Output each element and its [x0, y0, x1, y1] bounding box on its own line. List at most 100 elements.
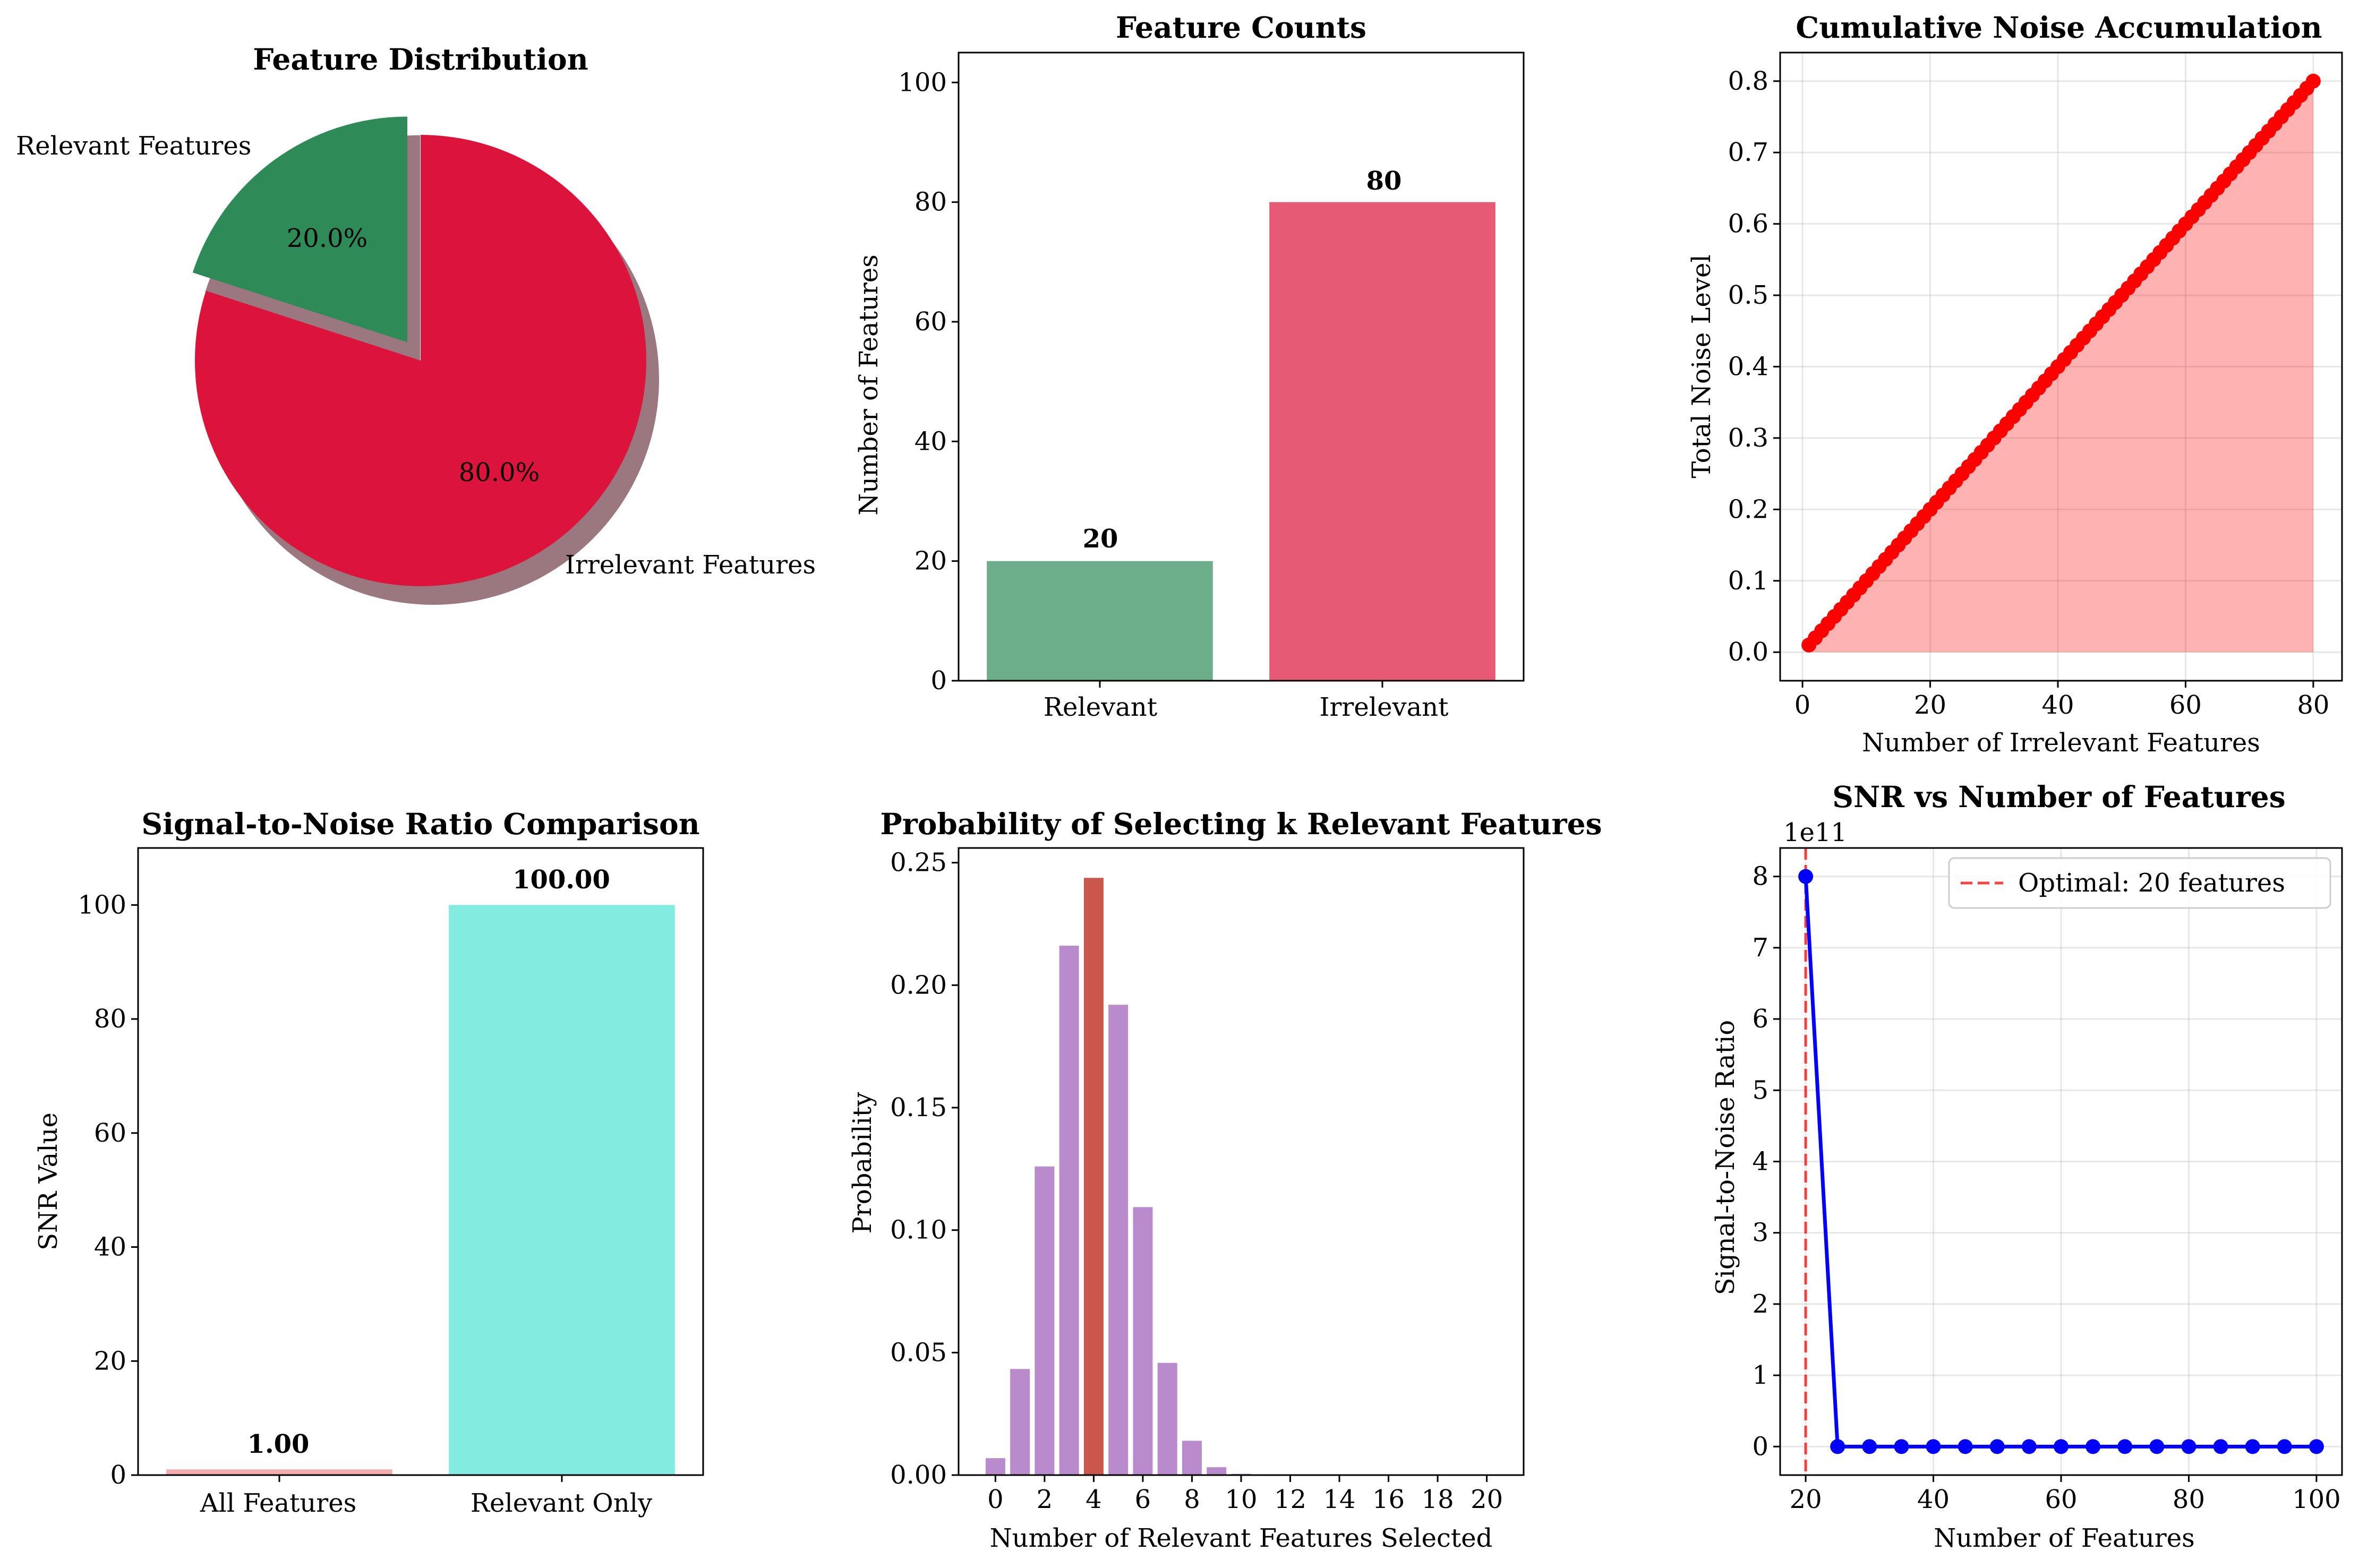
snrbar-ytick-label-1: 20: [94, 1346, 126, 1376]
counts-plot: 0 20 40 60 80 100: [898, 52, 1525, 696]
counts-ytick-label-3: 60: [914, 307, 947, 337]
snrline-xtick-label-1: 40: [1917, 1485, 1950, 1514]
prob-xtick-label-1: 2: [1037, 1485, 1053, 1514]
snrbar-ytick-label-3: 60: [94, 1118, 126, 1148]
counts-ytick-label-1: 20: [914, 546, 947, 576]
counts-xtick-irrelevant: Irrelevant: [1320, 692, 1449, 722]
snrline-point-14: [2245, 1439, 2260, 1454]
prob-bar-0: [985, 1458, 1005, 1475]
probability-panel: Probability of Selecting k Relevant Feat…: [848, 807, 1602, 1553]
prob-bar-2: [1035, 1166, 1055, 1475]
snrline-legend-label: Optimal: 20 features: [2018, 868, 2285, 898]
snrbar-value-all: 1.00: [247, 1429, 310, 1459]
prob-bar-1: [1010, 1369, 1030, 1475]
snrbar-bar-1: [449, 905, 675, 1475]
pie-slice-0: [192, 116, 408, 342]
prob-bar-9: [1207, 1467, 1227, 1475]
noise-xtick-label-2: 40: [2041, 690, 2074, 720]
counts-bar-1: [1269, 202, 1495, 681]
prob-xtick-label-0: 0: [987, 1485, 1004, 1514]
counts-value-relevant: 20: [1083, 524, 1118, 554]
snrline-offset-text: 1e11: [1783, 818, 1847, 847]
snrline-point-12: [2181, 1439, 2196, 1454]
prob-xtick-label-8: 16: [1372, 1485, 1405, 1514]
prob-bar-6: [1133, 1207, 1153, 1475]
pie-label-irrelevant: Irrelevant Features: [565, 550, 816, 580]
snrline-point-8: [2054, 1439, 2069, 1454]
counts-title: Feature Counts: [1116, 10, 1366, 45]
prob-bar-4: [1083, 878, 1104, 1475]
pie-layer: [192, 116, 660, 605]
noise-xlabel: Number of Irrelevant Features: [1862, 728, 2260, 758]
prob-xtick-label-2: 4: [1086, 1485, 1102, 1514]
snrline-ytick-label-7: 7: [1752, 933, 1768, 963]
feature-counts-panel: Feature Counts Number of Features 0 20 40 6…: [854, 10, 1525, 722]
snrbar-title: Signal-to-Noise Ratio Comparison: [141, 807, 699, 841]
prob-xtick-label-7: 14: [1323, 1485, 1356, 1514]
snrline-ytick-label-1: 1: [1752, 1360, 1768, 1390]
snrline-xlabel: Number of Features: [1934, 1523, 2195, 1553]
noise-ytick-label-6: 0.6: [1728, 209, 1768, 239]
noise-ytick-label-2: 0.2: [1728, 494, 1768, 524]
snrbar-ylabel: SNR Value: [33, 1112, 63, 1250]
counts-ytick-label-4: 80: [914, 187, 947, 217]
snrbar-ytick-label-5: 100: [78, 890, 126, 920]
prob-bar-5: [1108, 1005, 1129, 1475]
snrbar-bar-0: [166, 1469, 392, 1475]
snrbar-plot: 0 20 40 60 80 100: [78, 847, 704, 1490]
snrline-xtick-label-3: 80: [2173, 1485, 2205, 1514]
prob-xtick-label-4: 8: [1184, 1485, 1200, 1514]
snrbar-frame: [137, 847, 704, 1476]
noise-ytick-label-8: 0.8: [1728, 66, 1768, 96]
pie-label-relevant: Relevant Features: [16, 131, 251, 161]
prob-ytick-label-2: 0.10: [890, 1215, 947, 1245]
prob-xtick-label-3: 6: [1135, 1485, 1151, 1514]
prob-ytick-label-5: 0.25: [890, 848, 947, 878]
snrline-point-5: [1958, 1439, 1973, 1454]
snrline-point-13: [2213, 1439, 2228, 1454]
prob-ytick-label-3: 0.15: [890, 1093, 947, 1123]
counts-ytick-label-2: 40: [914, 426, 947, 456]
prob-ytick-label-4: 0.20: [890, 970, 947, 1000]
snrline-ytick-label-5: 5: [1752, 1075, 1768, 1105]
snrline-point-2: [1862, 1439, 1877, 1454]
noise-xtick-label-4: 80: [2297, 690, 2329, 720]
snrbar-ytick-label-0: 0: [110, 1460, 126, 1490]
prob-ytick-label-1: 0.05: [890, 1338, 947, 1367]
snrline-point-15: [2277, 1439, 2292, 1454]
snrline-point-7: [2021, 1439, 2037, 1454]
snrbar-value-relevant: 100.00: [512, 865, 610, 895]
prob-bar-8: [1182, 1441, 1202, 1475]
snrbar-xtick-all: All Features: [200, 1488, 357, 1518]
noise-ytick-label-5: 0.5: [1728, 280, 1768, 310]
counts-ylabel: Number of Features: [854, 254, 884, 516]
prob-ylabel: Probability: [848, 1092, 877, 1234]
counts-frame: [958, 52, 1525, 682]
snr-line-panel: SNR vs Number of Features Number of Feat…: [1711, 779, 2343, 1553]
snrline-xtick-label-0: 20: [1790, 1485, 1822, 1514]
prob-plot: 0.00 0.05 0.10 0.15 0.20 0.25 0 2 4 6 8 10 12 14 16 18 2…: [890, 847, 1525, 1514]
snrline-point-1: [1830, 1439, 1845, 1454]
noise-ytick-label-7: 0.7: [1728, 138, 1768, 167]
snrbar-xtick-relevant: Relevant Only: [471, 1488, 652, 1518]
snrline-ytick-label-0: 0: [1752, 1432, 1768, 1461]
snrline-point-11: [2149, 1439, 2165, 1454]
snrbar-ytick-label-4: 80: [94, 1004, 126, 1034]
snrline-point-6: [1989, 1439, 2005, 1454]
counts-ytick-label-0: 0: [930, 666, 947, 696]
snrline-xtick-label-2: 60: [2045, 1485, 2077, 1514]
counts-xtick-relevant: Relevant: [1044, 692, 1157, 722]
snrline-point-16: [2309, 1439, 2324, 1454]
prob-bar-7: [1157, 1363, 1177, 1475]
prob-xtick-label-6: 12: [1274, 1485, 1306, 1514]
snrline-ytick-label-8: 8: [1752, 862, 1768, 892]
snrline-legend-box: [1948, 857, 2331, 909]
noise-point-79: [2305, 73, 2321, 89]
pie-title: Feature Distribution: [253, 42, 588, 76]
snrline-ytick-label-6: 6: [1752, 1004, 1768, 1034]
noise-ytick-label-4: 0.4: [1728, 352, 1768, 382]
prob-title: Probability of Selecting k Relevant Feat…: [880, 807, 1602, 841]
noise-plot: 0.0 0.1 0.2 0.3 0.4 0.5 0.6 0.7 0.8 0 20 40 60 80: [1728, 52, 2343, 720]
snrline-point-10: [2117, 1439, 2133, 1454]
